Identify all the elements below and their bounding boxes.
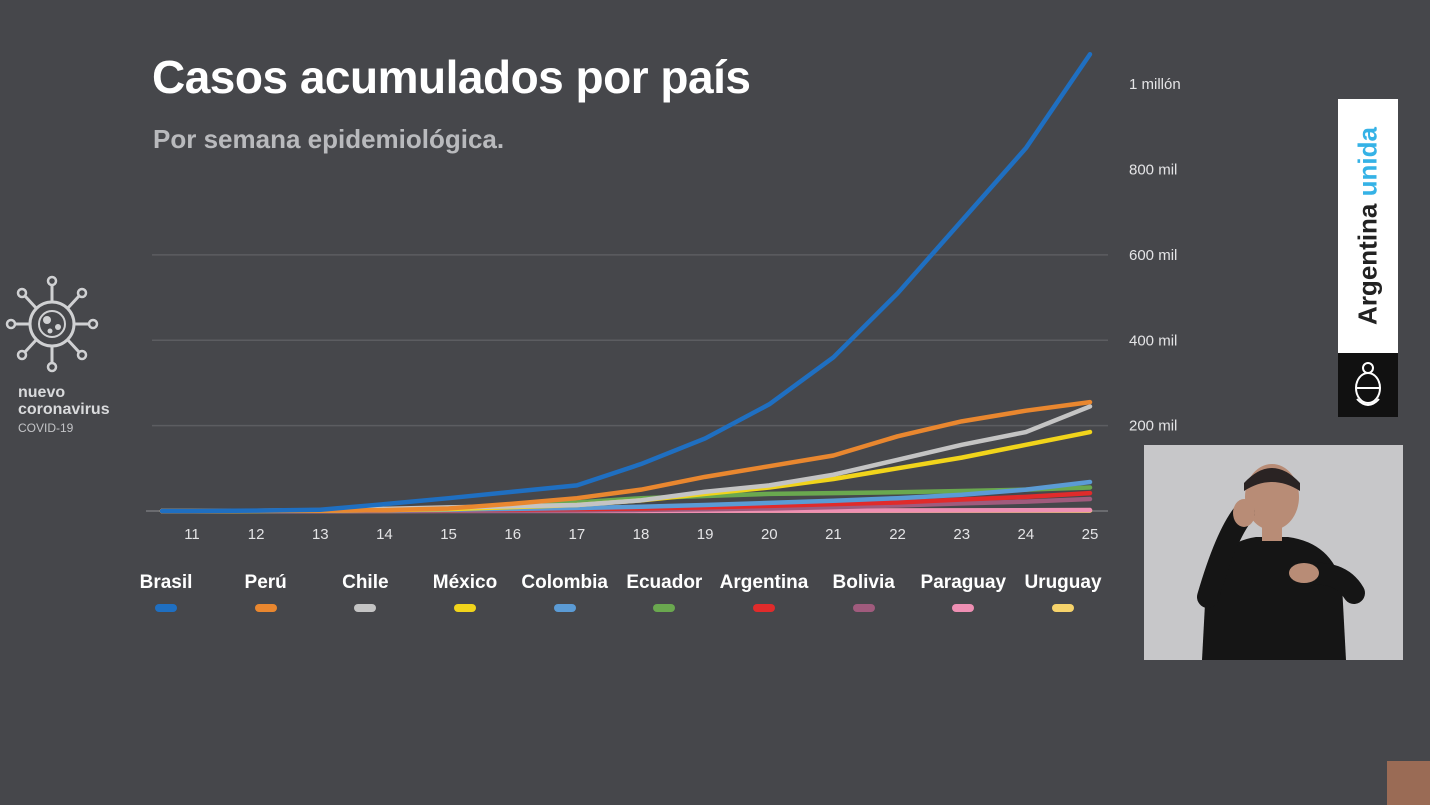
logo-line-1: nuevo [18, 384, 66, 401]
legend-swatch [753, 604, 775, 612]
brand-text: Argentina unida [1353, 127, 1384, 325]
legend-label: Argentina [719, 572, 809, 593]
x-tick-label: 15 [440, 526, 457, 543]
legend-swatch [1052, 604, 1074, 612]
legend-label: Perú [244, 572, 287, 593]
logo-line-3: COVID-19 [18, 420, 74, 435]
legend-swatch [952, 604, 975, 612]
series-line-colombia [159, 479, 1093, 514]
interpreter-person-icon [1197, 464, 1365, 660]
legend-swatch [852, 604, 875, 612]
argentina-unida-brand: Argentina unida [1338, 99, 1398, 417]
x-tick-label: 21 [825, 526, 842, 543]
logo-text: nuevo coronavirus COVID-19 [18, 384, 110, 435]
legend-label: Bolivia [832, 572, 895, 593]
legend-label: Paraguay [920, 572, 1007, 593]
brand-seal-box [1338, 353, 1398, 417]
legend-swatch [155, 604, 177, 612]
brand-word-1: Argentina [1352, 203, 1383, 325]
legend-label: Brasil [139, 572, 193, 593]
x-tick-label: 22 [889, 526, 906, 543]
x-tick-label: 25 [1082, 526, 1099, 543]
legend-swatch [454, 604, 476, 612]
sign-language-interpreter-video [1144, 445, 1403, 660]
chart-title: Casos acumulados por país [152, 51, 751, 103]
legend-label: Uruguay [1024, 572, 1102, 593]
legend-label: Ecuador [626, 572, 703, 593]
series-line-brasil [159, 52, 1093, 514]
corner-thumbnail [1387, 761, 1430, 805]
legend-label: México [432, 572, 498, 593]
x-tick-label: 20 [761, 526, 778, 543]
legend-label: Colombia [521, 572, 608, 593]
legend-label: Chile [342, 572, 389, 593]
legend-swatch [553, 604, 576, 612]
brand-word-2: unida [1352, 127, 1383, 197]
y-tick-label: 400 mil [1129, 332, 1177, 349]
logo-line-2: coronavirus [18, 400, 110, 418]
legend-swatch [354, 604, 377, 612]
x-tick-label: 23 [953, 526, 970, 543]
x-tick-label: 13 [312, 526, 329, 543]
y-tick-label: 200 mil [1129, 418, 1177, 435]
x-tick-label: 24 [1018, 526, 1035, 543]
x-tick-label: 11 [184, 526, 200, 543]
x-tick-label: 14 [376, 526, 393, 543]
x-tick-label: 17 [569, 526, 586, 543]
brand-wordmark: Argentina unida [1338, 99, 1398, 353]
chart-subtitle: Por semana epidemiológica. [153, 124, 505, 154]
legend-swatch [254, 604, 277, 612]
x-tick-label: 16 [504, 526, 521, 543]
legend-swatch [653, 604, 676, 612]
y-tick-label: 800 mil [1129, 162, 1177, 179]
y-tick-label: 1 millón [1129, 76, 1181, 93]
y-tick-label: 600 mil [1129, 247, 1177, 264]
virus-icon [5, 275, 99, 373]
x-tick-label: 19 [697, 526, 714, 543]
national-seal-icon [1355, 362, 1381, 406]
x-tick-label: 12 [248, 526, 265, 543]
x-tick-label: 18 [633, 526, 650, 543]
